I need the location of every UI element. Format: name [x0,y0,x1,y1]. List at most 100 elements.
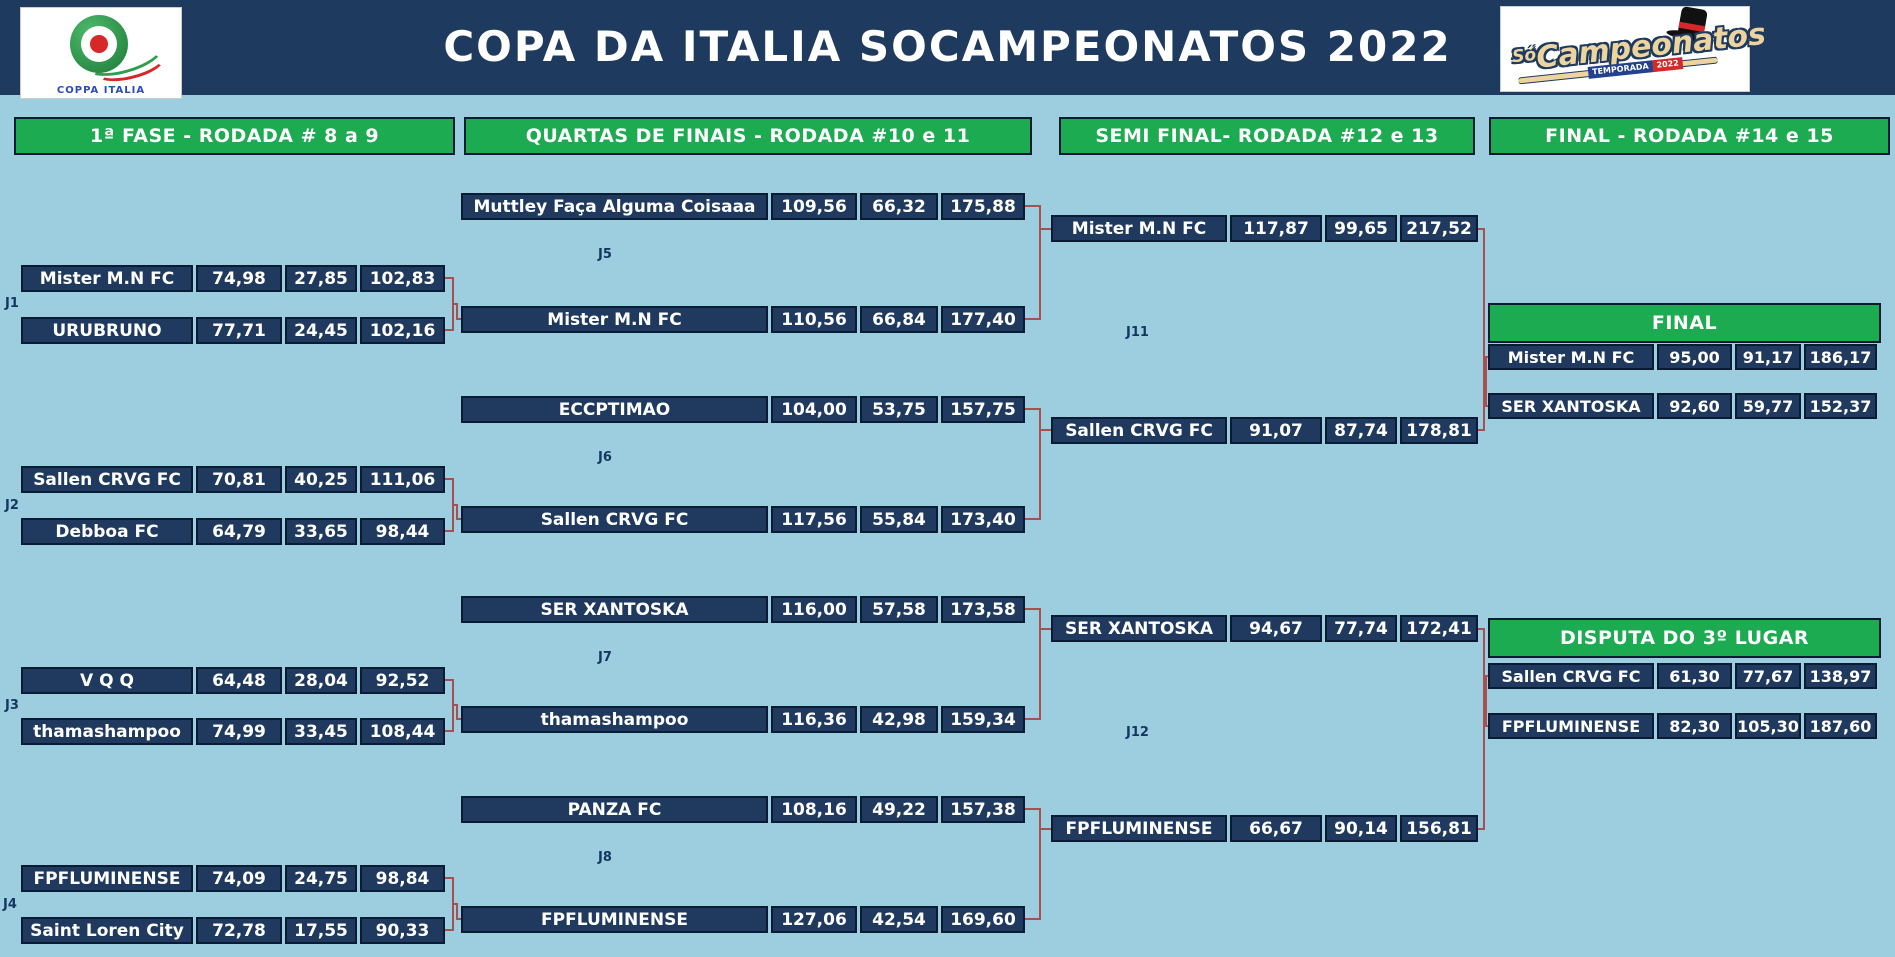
match-label-j1: J1 [5,296,19,311]
match-label-j11: J11 [1126,325,1149,340]
match-row: URUBRUNO 77,71 24,45 102,16 [21,317,445,344]
total-cell: 187,60 [1804,713,1877,739]
match-label-j5: J5 [598,247,612,262]
round-header-quartas: QUARTAS DE FINAIS - RODADA #10 e 11 [464,117,1032,155]
match-row: ECCPTIMAO 104,00 53,75 157,75 [461,396,1025,423]
score1-cell: 64,79 [196,518,282,545]
team-name-cell: Sallen CRVG FC [21,466,193,493]
badge-year: 2022 [1652,57,1684,73]
team-name-cell: FPFLUMINENSE [1051,815,1227,842]
bracket-connector-third [1478,628,1488,830]
total-cell: 177,40 [941,306,1025,333]
team-name-cell: SER XANTOSKA [1488,393,1654,419]
score2-cell: 59,77 [1735,393,1801,419]
match-label-j8: J8 [598,850,612,865]
score2-cell: 33,45 [285,718,357,745]
score2-cell: 42,98 [860,706,938,733]
team-name-cell: PANZA FC [461,796,768,823]
third-place-box-title: DISPUTA DO 3º LUGAR [1488,618,1881,658]
match-row: thamashampoo 116,36 42,98 159,34 [461,706,1025,733]
total-cell: 102,16 [360,317,445,344]
match-row: Mister M.N FC 110,56 66,84 177,40 [461,306,1025,333]
score2-cell: 77,67 [1735,663,1801,689]
total-cell: 159,34 [941,706,1025,733]
round-header-semifinal: SEMI FINAL- RODADA #12 e 13 [1059,117,1475,155]
score2-cell: 42,54 [860,906,938,933]
match-row: Sallen CRVG FC 91,07 87,74 178,81 [1051,417,1478,444]
team-name-cell: Muttley Faça Alguma Coisaaa [461,193,768,220]
match-row: Muttley Faça Alguma Coisaaa 109,56 66,32… [461,193,1025,220]
match-label-j12: J12 [1126,725,1149,740]
match-row: SER XANTOSKA 92,60 59,77 152,37 [1488,393,1877,419]
brand-so: Só [1511,44,1538,68]
bracket-connector-j5 [1025,205,1051,320]
team-name-cell: thamashampoo [461,706,768,733]
bracket-connector-j3 [445,679,461,732]
score1-cell: 117,87 [1230,215,1322,242]
final-box-title: FINAL [1488,303,1881,343]
score1-cell: 110,56 [771,306,857,333]
score1-cell: 116,00 [771,596,857,623]
team-name-cell: SER XANTOSKA [461,596,768,623]
team-name-cell: FPFLUMINENSE [461,906,768,933]
total-cell: 175,88 [941,193,1025,220]
round-header-final: FINAL - RODADA #14 e 15 [1489,117,1890,155]
score1-cell: 70,81 [196,466,282,493]
team-name-cell: Sallen CRVG FC [1051,417,1227,444]
total-cell: 98,44 [360,518,445,545]
match-label-j6: J6 [598,450,612,465]
bracket-connector-j4 [445,877,461,931]
so-campeonatos-logo: SóCampeonatos TEMPORADA 2022 [1500,6,1767,92]
match-row: Sallen CRVG FC 70,81 40,25 111,06 [21,466,445,493]
bracket-connector-j6 [1025,408,1051,520]
team-name-cell: thamashampoo [21,718,193,745]
total-cell: 138,97 [1804,663,1877,689]
team-name-cell: Debboa FC [21,518,193,545]
match-label-j4: J4 [3,897,17,912]
match-row: Saint Loren City 72,78 17,55 90,33 [21,917,445,944]
team-name-cell: URUBRUNO [21,317,193,344]
score2-cell: 53,75 [860,396,938,423]
match-row: FPFLUMINENSE 74,09 24,75 98,84 [21,865,445,892]
score1-cell: 77,71 [196,317,282,344]
roundel-red-center [90,35,108,53]
match-row: Mister M.N FC 117,87 99,65 217,52 [1051,215,1478,242]
total-cell: 92,52 [360,667,445,694]
score1-cell: 116,36 [771,706,857,733]
match-row: Mister M.N FC 95,00 91,17 186,17 [1488,344,1877,370]
team-name-cell: SER XANTOSKA [1051,615,1227,642]
score1-cell: 95,00 [1657,344,1732,370]
score1-cell: 94,67 [1230,615,1322,642]
score2-cell: 99,65 [1325,215,1397,242]
score2-cell: 66,32 [860,193,938,220]
team-name-cell: Mister M.N FC [1051,215,1227,242]
round-header-fase1: 1ª FASE - RODADA # 8 a 9 [14,117,455,155]
match-row: PANZA FC 108,16 49,22 157,38 [461,796,1025,823]
team-name-cell: ECCPTIMAO [461,396,768,423]
match-row: FPFLUMINENSE 66,67 90,14 156,81 [1051,815,1478,842]
total-cell: 169,60 [941,906,1025,933]
bracket-connector-final [1478,228,1488,431]
score1-cell: 108,16 [771,796,857,823]
score2-cell: 66,84 [860,306,938,333]
score2-cell: 90,14 [1325,815,1397,842]
score2-cell: 91,17 [1735,344,1801,370]
score2-cell: 40,25 [285,466,357,493]
score2-cell: 77,74 [1325,615,1397,642]
match-row: Sallen CRVG FC 117,56 55,84 173,40 [461,506,1025,533]
score1-cell: 104,00 [771,396,857,423]
score2-cell: 17,55 [285,917,357,944]
roundel-icon [70,15,128,73]
score2-cell: 49,22 [860,796,938,823]
total-cell: 157,38 [941,796,1025,823]
match-row: FPFLUMINENSE 82,30 105,30 187,60 [1488,713,1877,739]
total-cell: 173,58 [941,596,1025,623]
total-cell: 173,40 [941,506,1025,533]
page-title: COPA DA ITALIA SOCAMPEONATOS 2022 [443,22,1452,71]
score2-cell: 24,75 [285,865,357,892]
score1-cell: 74,98 [196,265,282,292]
score2-cell: 27,85 [285,265,357,292]
score1-cell: 82,30 [1657,713,1732,739]
score1-cell: 66,67 [1230,815,1322,842]
